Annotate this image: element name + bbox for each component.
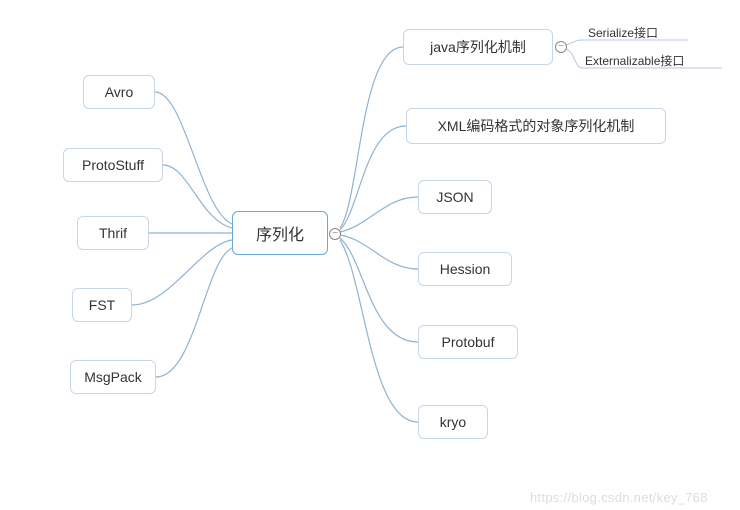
leaf-externalizable[interactable]: Externalizable接口 <box>585 52 684 69</box>
node-label: MsgPack <box>84 369 142 385</box>
node-protobuf[interactable]: Protobuf <box>418 325 518 359</box>
leaf-serialize[interactable]: Serialize接口 <box>588 24 658 41</box>
root-node[interactable]: 序列化 <box>232 211 328 255</box>
collapse-symbol: − <box>332 229 338 239</box>
node-msgpack[interactable]: MsgPack <box>70 360 156 394</box>
root-label: 序列化 <box>256 221 304 245</box>
node-thrif[interactable]: Thrif <box>77 216 149 250</box>
collapse-toggle-right[interactable]: − <box>329 228 341 240</box>
node-label: java序列化机制 <box>430 37 526 57</box>
node-label: Protobuf <box>442 334 495 350</box>
node-kryo[interactable]: kryo <box>418 405 488 439</box>
node-label: kryo <box>440 414 466 430</box>
node-label: Hession <box>440 261 491 277</box>
node-label: ProtoStuff <box>82 157 144 173</box>
node-label: JSON <box>436 189 473 205</box>
node-label: XML编码格式的对象序列化机制 <box>438 116 635 136</box>
node-json[interactable]: JSON <box>418 180 492 214</box>
watermark-text: https://blog.csdn.net/key_768 <box>530 490 708 505</box>
node-fst[interactable]: FST <box>72 288 132 322</box>
node-hession[interactable]: Hession <box>418 252 512 286</box>
node-label: Avro <box>105 84 134 100</box>
node-xml[interactable]: XML编码格式的对象序列化机制 <box>406 108 666 144</box>
node-label: FST <box>89 297 115 313</box>
collapse-toggle-java[interactable]: − <box>555 41 567 53</box>
node-java[interactable]: java序列化机制 <box>403 29 553 65</box>
collapse-symbol: − <box>558 42 564 52</box>
mindmap-canvas: { "root": { "label": "序列化", "x": 232, "y… <box>0 0 740 510</box>
node-label: Thrif <box>99 225 127 241</box>
node-protostuff[interactable]: ProtoStuff <box>63 148 163 182</box>
node-avro[interactable]: Avro <box>83 75 155 109</box>
